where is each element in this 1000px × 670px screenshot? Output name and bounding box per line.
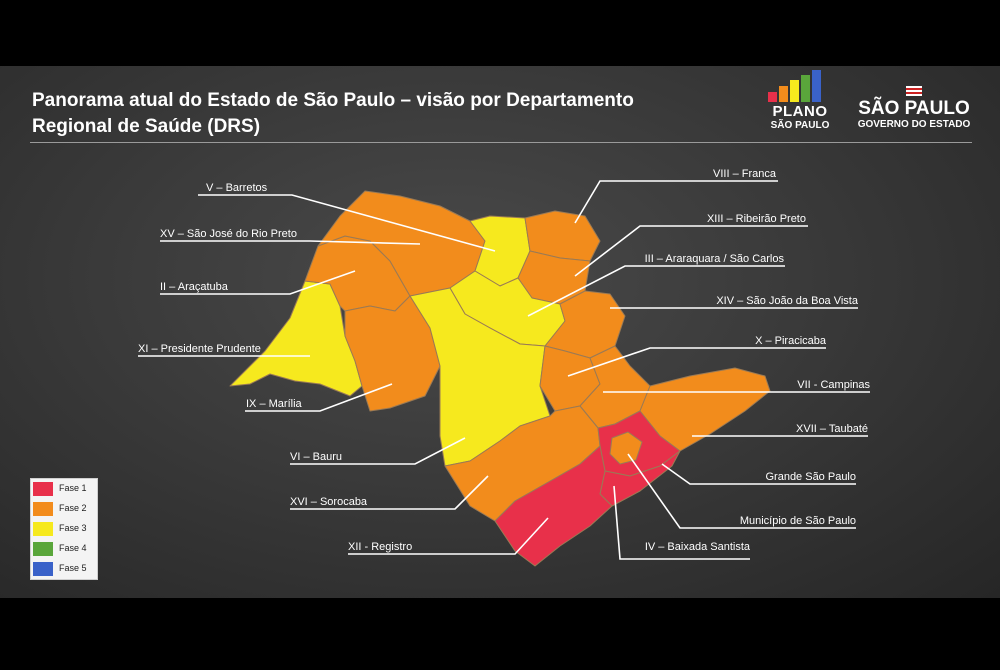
governo-logo-line-1: SÃO PAULO <box>858 98 970 119</box>
legend-swatch <box>33 522 53 536</box>
leader-marilia <box>245 383 393 412</box>
title-line-1: Panorama atual do Estado de São Paulo – … <box>32 90 634 111</box>
governo-logo-line-2: GOVERNO DO ESTADO <box>857 119 971 130</box>
legend-label: Fase 5 <box>59 563 87 573</box>
leader-bauru <box>290 437 466 465</box>
plano-sao-paulo-logo: PLANO SÃO PAULO <box>764 70 836 134</box>
leader-franca <box>574 180 778 224</box>
label-baixada: IV – Baixada Santista <box>645 541 751 553</box>
leader-sorocaba <box>290 475 489 510</box>
label-piracicaba: X – Piracicaba <box>755 335 827 347</box>
label-rio-preto: XV – São José do Rio Preto <box>160 228 297 240</box>
governo-sp-logo: SÃO PAULO GOVERNO DO ESTADO <box>852 86 976 132</box>
plano-logo-line-2: SÃO PAULO <box>770 120 830 131</box>
label-grande-sp: Grande São Paulo <box>765 471 856 483</box>
leader-baixada <box>613 485 750 560</box>
bar-chart-icon <box>768 70 832 102</box>
title-line-2: Regional de Saúde (DRS) <box>32 116 261 137</box>
label-pres-prudente: XI – Presidente Prudente <box>138 343 261 355</box>
legend-label: Fase 3 <box>59 523 87 533</box>
legend-item-fase-4: Fase 4 <box>31 539 97 559</box>
slide: Panorama atual do Estado de São Paulo – … <box>0 66 1000 598</box>
legend-swatch <box>33 542 53 556</box>
leader-municipio-sp <box>627 453 856 529</box>
legend-swatch <box>33 482 53 496</box>
label-sorocaba: XVI – Sorocaba <box>290 496 368 508</box>
region-marilia[interactable] <box>344 295 441 412</box>
label-bauru: VI – Bauru <box>290 451 342 463</box>
region-labels: V – Barretos XV – São José do Rio Preto … <box>138 168 870 553</box>
region-municipio-sao-paulo[interactable] <box>609 431 643 465</box>
title-divider <box>30 142 972 143</box>
leader-rio-preto <box>160 240 421 245</box>
legend-swatch <box>33 502 53 516</box>
label-ribeirao: XIII – Ribeirão Preto <box>707 213 806 225</box>
label-barretos: V – Barretos <box>206 182 268 194</box>
legend-label: Fase 4 <box>59 543 87 553</box>
leader-registro <box>348 517 549 555</box>
label-franca: VIII – Franca <box>713 168 777 180</box>
legend-item-fase-2: Fase 2 <box>31 499 97 519</box>
leader-aracatuba <box>160 270 356 295</box>
label-sao-joao: XIV – São João da Boa Vista <box>716 295 859 307</box>
leader-araraquara <box>527 265 785 317</box>
phase-legend: Fase 1 Fase 2 Fase 3 Fase 4 Fase 5 <box>30 478 98 580</box>
label-araraquara: III – Araraquara / São Carlos <box>645 253 785 265</box>
state-flag-icon <box>906 86 922 96</box>
label-marilia: IX – Marília <box>246 398 303 410</box>
label-taubate: XVII – Taubaté <box>796 423 868 435</box>
leader-grande-sp <box>661 463 856 485</box>
label-registro: XII - Registro <box>348 541 412 553</box>
label-aracatuba: II – Araçatuba <box>160 281 229 293</box>
leader-lines <box>138 180 870 560</box>
legend-item-fase-1: Fase 1 <box>31 479 97 499</box>
legend-swatch <box>33 562 53 576</box>
leader-piracicaba <box>567 347 826 377</box>
region-registro[interactable] <box>494 445 613 567</box>
legend-item-fase-3: Fase 3 <box>31 519 97 539</box>
label-campinas: VII - Campinas <box>797 379 870 391</box>
plano-logo-line-1: PLANO <box>772 103 828 120</box>
leader-barretos <box>198 194 496 252</box>
legend-label: Fase 2 <box>59 503 87 513</box>
label-municipio-sp: Município de São Paulo <box>740 515 856 527</box>
slide-title: Panorama atual do Estado de São Paulo – … <box>32 88 732 140</box>
drs-map: V – Barretos XV – São José do Rio Preto … <box>138 168 870 567</box>
legend-item-fase-5: Fase 5 <box>31 559 97 579</box>
legend-label: Fase 1 <box>59 483 87 493</box>
leader-ribeirao <box>574 225 808 277</box>
